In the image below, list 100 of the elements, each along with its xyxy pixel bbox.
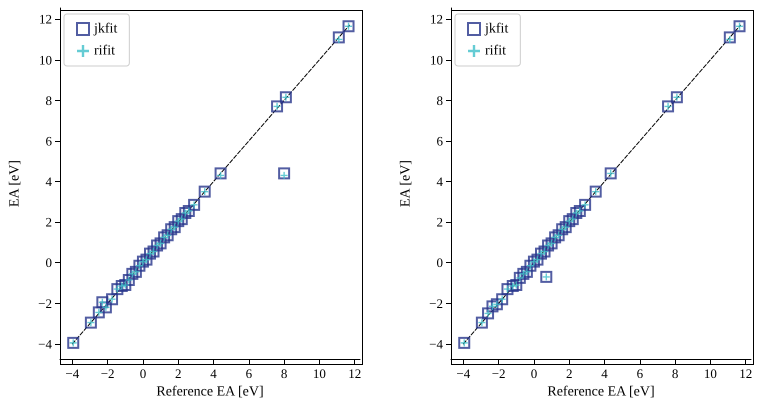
point xyxy=(570,206,582,219)
point xyxy=(501,283,514,296)
x-tick-label: 6 xyxy=(246,366,253,382)
y-tick-label: 0 xyxy=(436,255,443,270)
x-axis-title: Reference EA [eV] xyxy=(156,384,264,400)
x-tick-label: 4 xyxy=(601,366,608,382)
x-tick-label: 2 xyxy=(174,366,182,382)
point xyxy=(496,293,508,306)
y-tick-label: −2 xyxy=(38,296,52,311)
x-tick-label: 10 xyxy=(704,366,717,382)
x-tick-label: −4 xyxy=(65,366,80,382)
point xyxy=(168,221,181,234)
point xyxy=(482,307,494,320)
point xyxy=(524,260,536,272)
x-tick-label: 0 xyxy=(530,366,538,382)
point xyxy=(486,300,498,312)
y-tick-label: 4 xyxy=(436,174,444,190)
y-tick-label: 12 xyxy=(430,12,443,27)
x-tick-label: 4 xyxy=(210,366,218,382)
point xyxy=(271,100,284,112)
point xyxy=(148,246,160,258)
point xyxy=(542,239,554,252)
point xyxy=(154,237,167,250)
point xyxy=(92,306,105,318)
point xyxy=(136,256,149,268)
x-axis-title: Reference EA [eV] xyxy=(547,384,655,400)
x-tick-label: −4 xyxy=(456,366,471,382)
y-tick-label: 4 xyxy=(46,174,52,190)
point xyxy=(179,206,192,219)
point xyxy=(126,268,138,280)
point xyxy=(566,213,579,226)
point xyxy=(67,336,80,349)
y-axis-title: EA [eV] xyxy=(8,160,22,208)
point xyxy=(538,246,551,258)
y-tick-label: 2 xyxy=(46,214,52,230)
x-tick-label: 12 xyxy=(348,366,362,382)
point xyxy=(458,336,470,349)
point xyxy=(122,274,135,286)
x-tick-label: −2 xyxy=(100,366,115,382)
point xyxy=(579,198,592,211)
y-tick-label: 0 xyxy=(46,255,52,270)
point xyxy=(563,215,576,228)
point xyxy=(546,237,558,250)
point xyxy=(506,280,519,292)
point xyxy=(549,231,562,244)
point xyxy=(540,270,552,283)
point xyxy=(332,31,345,44)
x-tick-label: 6 xyxy=(636,366,644,382)
point xyxy=(342,20,355,32)
y-tick-label: −4 xyxy=(38,336,52,352)
x-tick-label: 10 xyxy=(312,366,326,382)
legend-label: jkfit xyxy=(484,22,508,36)
y-tick-label: 6 xyxy=(436,133,444,148)
point xyxy=(662,100,674,112)
legend-label: rifit xyxy=(485,44,506,58)
y-tick-label: −4 xyxy=(429,336,444,352)
point xyxy=(531,254,544,266)
point xyxy=(158,231,170,244)
point xyxy=(176,213,188,226)
point xyxy=(140,254,152,266)
point xyxy=(111,283,124,296)
y-tick-label: 8 xyxy=(46,92,52,108)
point xyxy=(116,280,128,292)
legend-label: jkfit xyxy=(93,22,118,36)
point xyxy=(520,266,533,278)
point xyxy=(510,279,522,292)
point xyxy=(133,260,146,272)
legend-label: rifit xyxy=(94,44,116,58)
y-tick-label: 8 xyxy=(436,92,443,108)
point xyxy=(514,272,526,284)
point xyxy=(119,279,132,292)
point xyxy=(96,296,108,308)
point xyxy=(574,204,586,217)
point xyxy=(198,186,211,198)
point xyxy=(734,20,746,32)
point xyxy=(556,223,568,236)
point xyxy=(165,223,178,236)
x-tick-label: 12 xyxy=(739,366,752,382)
point xyxy=(100,301,112,314)
y-axis-title: EA [eV] xyxy=(398,160,414,208)
x-tick-label: −2 xyxy=(492,366,506,382)
point xyxy=(535,248,547,260)
point xyxy=(172,215,184,228)
x-tick-label: 8 xyxy=(280,366,288,382)
point xyxy=(552,229,565,242)
point xyxy=(84,316,97,329)
point xyxy=(604,167,617,180)
point xyxy=(280,91,292,104)
x-tick-label: 2 xyxy=(566,366,572,382)
y-tick-label: −2 xyxy=(429,296,443,311)
y-tick-label: 10 xyxy=(39,52,52,68)
y-tick-label: 6 xyxy=(46,133,52,148)
y-tick-label: 10 xyxy=(430,52,443,68)
point xyxy=(144,248,156,260)
point xyxy=(528,256,540,268)
y-tick-label: 12 xyxy=(39,12,52,27)
point xyxy=(106,293,118,306)
x-tick-label: 8 xyxy=(672,366,678,382)
point xyxy=(151,239,164,252)
point xyxy=(590,186,602,198)
